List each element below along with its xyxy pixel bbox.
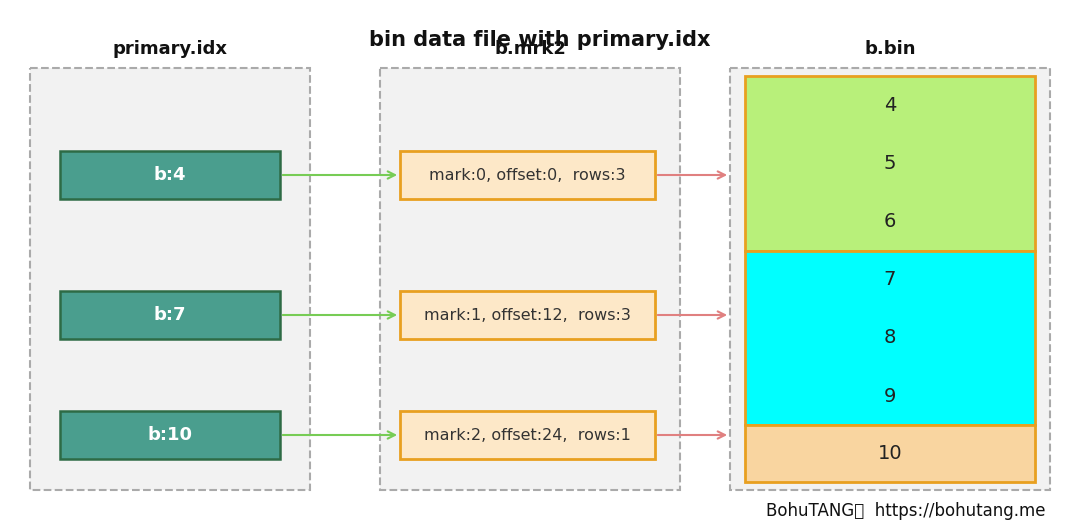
Text: bin data file with primary.idx: bin data file with primary.idx [369, 30, 711, 50]
Bar [60, 291, 280, 339]
Text: b.mrk2: b.mrk2 [494, 40, 566, 58]
Bar [745, 251, 1035, 425]
Text: mark:0, offset:0,  rows:3: mark:0, offset:0, rows:3 [429, 168, 625, 183]
Text: b:10: b:10 [148, 426, 192, 444]
Text: primary.idx: primary.idx [112, 40, 228, 58]
Bar [400, 411, 654, 459]
Text: 10: 10 [878, 444, 902, 463]
Text: b:7: b:7 [153, 306, 186, 324]
Text: 8: 8 [883, 329, 896, 348]
Text: 5: 5 [883, 154, 896, 173]
Text: b:4: b:4 [153, 166, 186, 184]
Bar [745, 76, 1035, 251]
Text: 4: 4 [883, 96, 896, 115]
Text: 7: 7 [883, 270, 896, 289]
Bar [30, 68, 310, 490]
Text: 9: 9 [883, 387, 896, 406]
Bar [400, 151, 654, 199]
Bar [730, 68, 1050, 490]
Bar [380, 68, 680, 490]
Text: 6: 6 [883, 212, 896, 231]
Bar [60, 151, 280, 199]
Bar [400, 291, 654, 339]
Text: BohuTANG作  https://bohutang.me: BohuTANG作 https://bohutang.me [766, 502, 1045, 520]
Bar [745, 425, 1035, 482]
Text: mark:2, offset:24,  rows:1: mark:2, offset:24, rows:1 [424, 427, 631, 442]
Text: b.bin: b.bin [864, 40, 916, 58]
Bar [60, 411, 280, 459]
Text: mark:1, offset:12,  rows:3: mark:1, offset:12, rows:3 [424, 307, 631, 323]
